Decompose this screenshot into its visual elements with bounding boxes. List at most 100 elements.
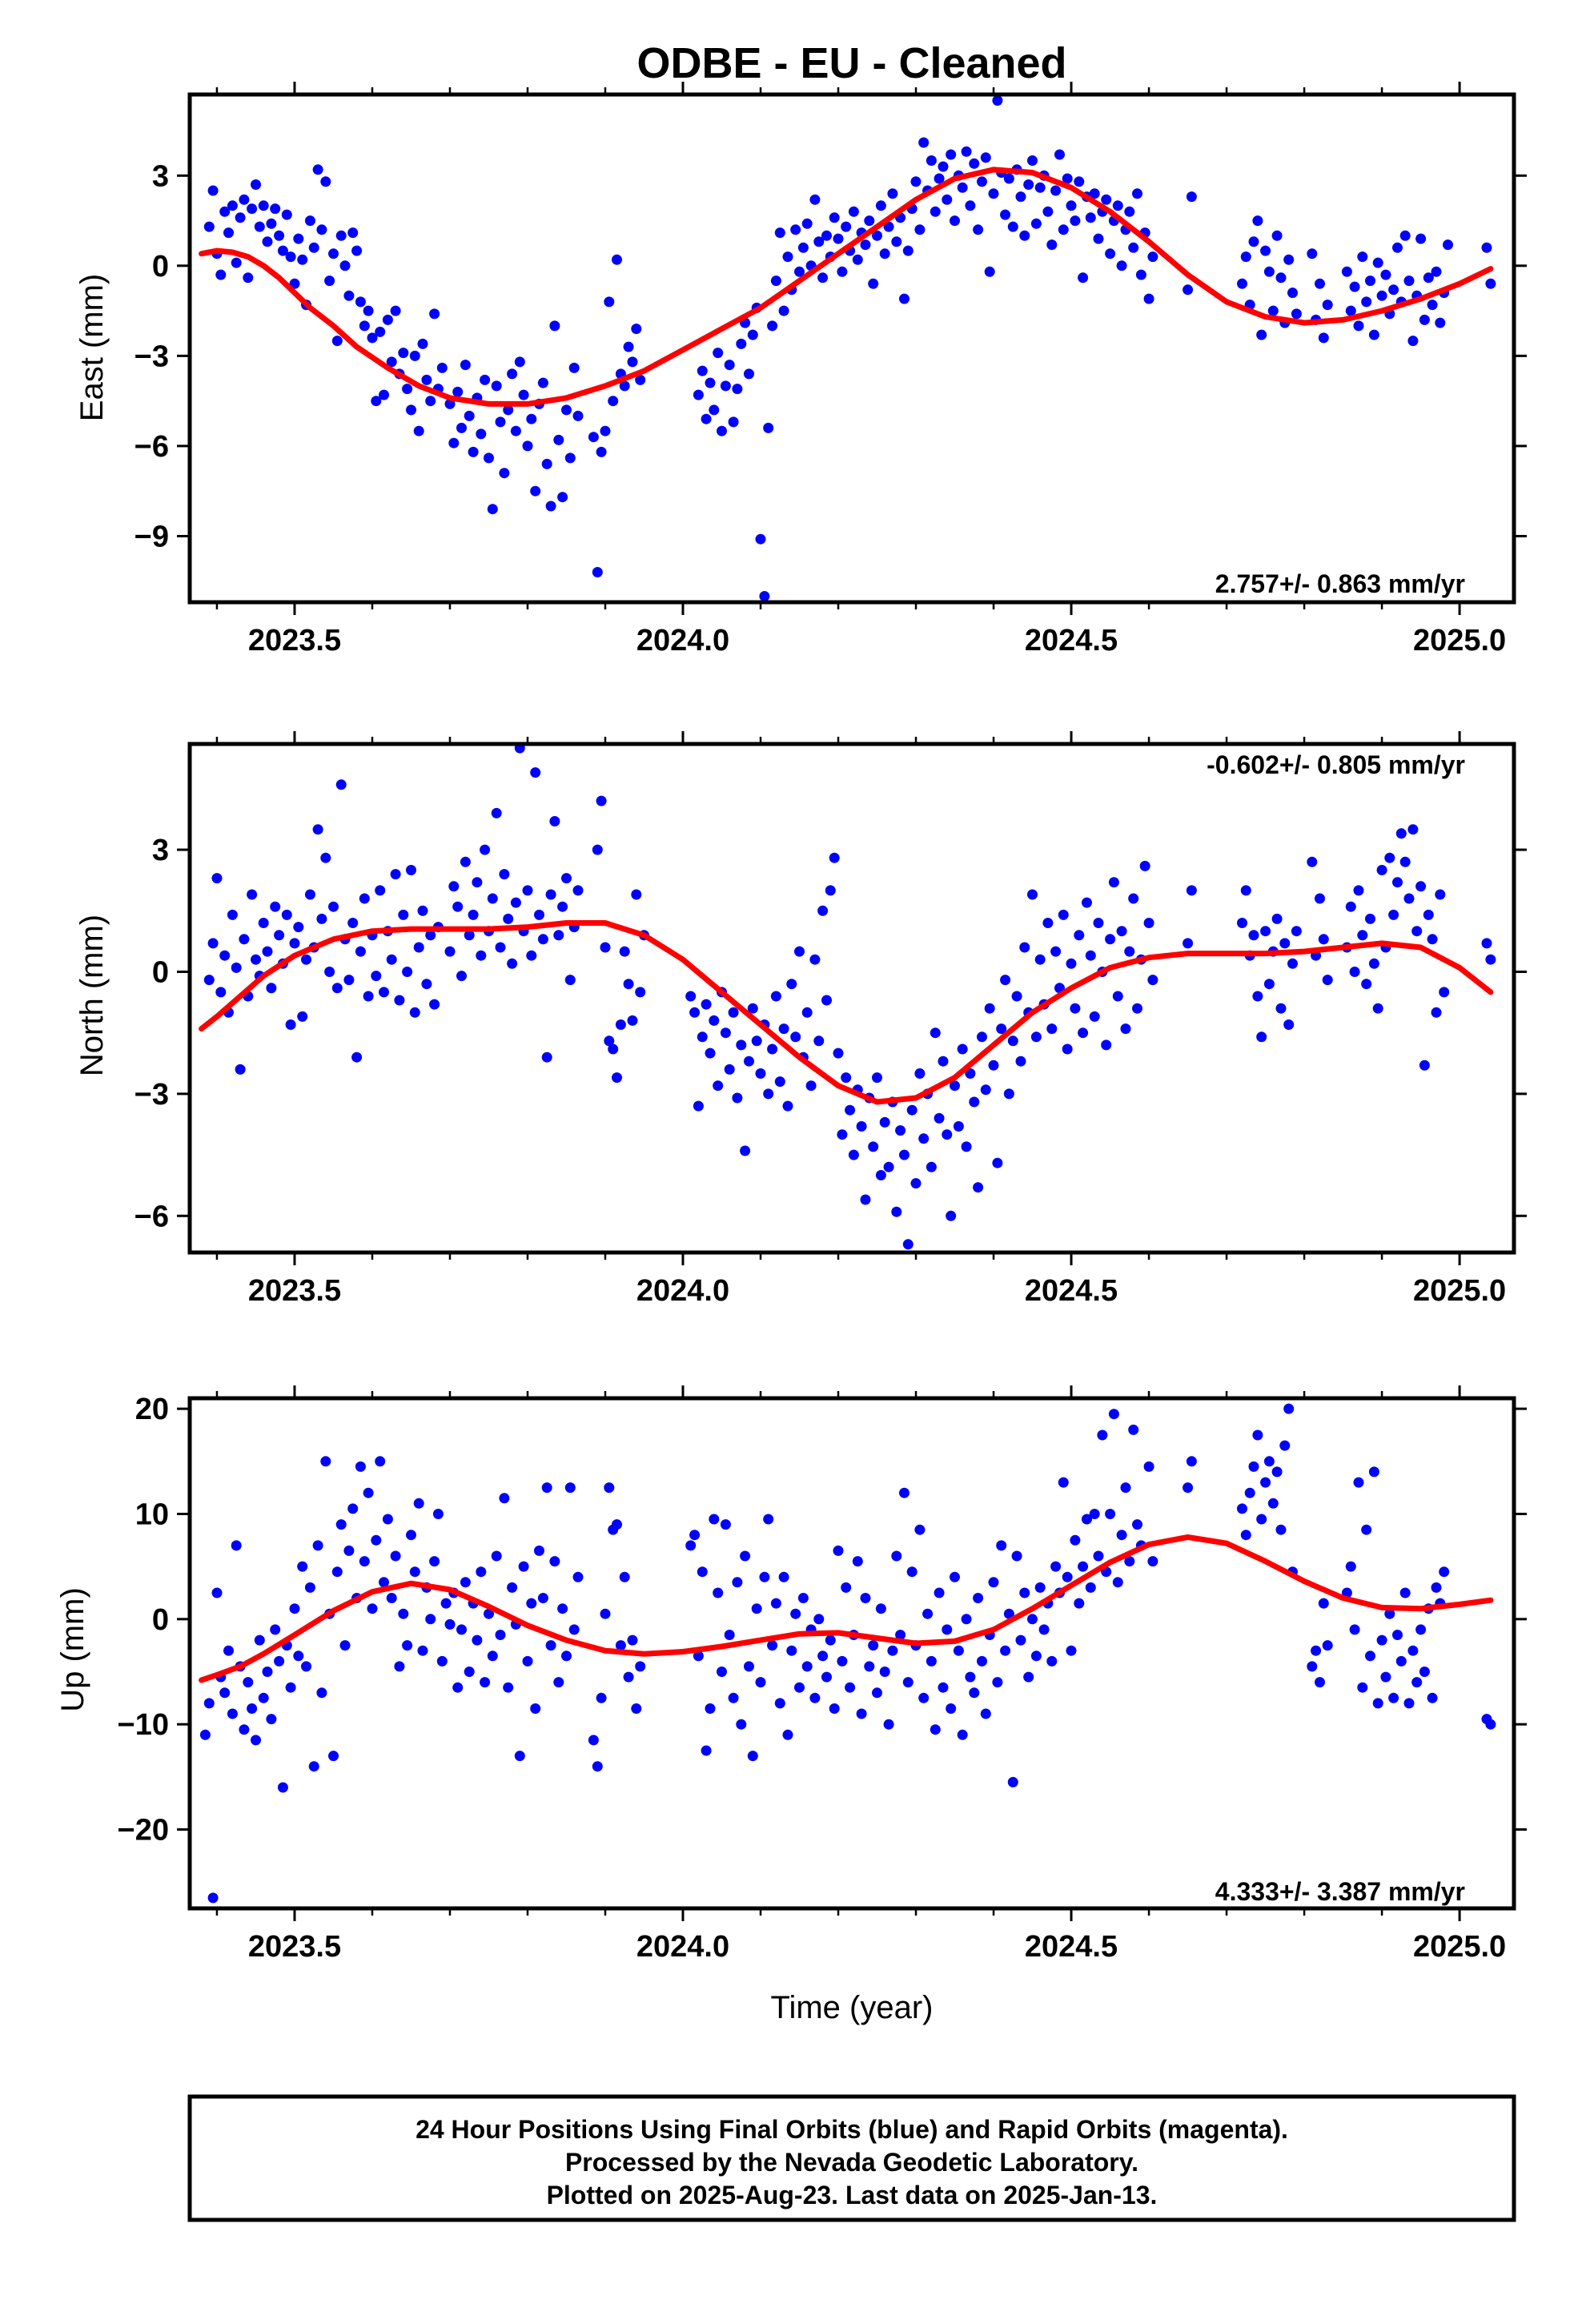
up-data-point <box>568 1624 580 1635</box>
up-panel: Up (mm) 4.333+/- 3.387 mm/yr −20 −10 0 1… <box>55 1385 1527 1964</box>
up-data-point <box>1384 1608 1395 1619</box>
up-data-point <box>491 1550 502 1562</box>
up-ytick-label: −20 <box>118 1814 169 1848</box>
up-data-point <box>1038 1624 1050 1635</box>
up-data-point <box>239 1724 250 1735</box>
north-data-point <box>1318 934 1329 945</box>
up-data-point <box>604 1482 615 1494</box>
up-data-point <box>503 1682 514 1693</box>
north-xtick-label: 2024.0 <box>636 1274 729 1308</box>
north-data-point <box>1105 934 1116 945</box>
east-data-point <box>813 236 825 247</box>
north-data-point <box>1256 1031 1267 1043</box>
up-data-point <box>841 1582 852 1593</box>
east-data-point <box>1124 206 1135 217</box>
up-data-point <box>1380 1671 1391 1683</box>
up-data-point <box>308 1761 319 1772</box>
up-data-point <box>1427 1692 1438 1703</box>
up-data-point <box>872 1687 882 1699</box>
east-data-point <box>860 239 871 251</box>
east-data-point <box>277 245 288 256</box>
east-data-point <box>545 501 556 512</box>
up-data-point <box>1411 1677 1423 1688</box>
up-data-point <box>1415 1624 1427 1635</box>
up-data-point <box>1361 1524 1372 1535</box>
east-data-point <box>782 251 793 263</box>
up-data-point <box>320 1456 331 1467</box>
up-data-point <box>1237 1503 1247 1514</box>
north-data-point <box>872 1072 882 1084</box>
up-data-point <box>530 1703 541 1714</box>
east-data-point <box>339 260 351 271</box>
north-data-point <box>930 1027 941 1039</box>
east-data-point <box>1423 272 1434 283</box>
north-data-point <box>1015 1055 1026 1067</box>
east-data-point <box>693 389 704 400</box>
up-xtick-label: 2023.5 <box>248 1930 341 1964</box>
up-data-point <box>1244 1487 1255 1498</box>
up-data-point <box>1015 1634 1026 1646</box>
east-data-point <box>281 209 292 220</box>
up-data-point <box>879 1667 890 1677</box>
north-data-point <box>564 975 576 986</box>
up-data-point <box>285 1682 296 1693</box>
east-data-point <box>848 206 859 217</box>
up-data-point <box>697 1566 708 1578</box>
east-data-point <box>335 230 347 241</box>
east-xtick-label: 2024.0 <box>636 624 729 657</box>
north-data-point <box>258 918 269 928</box>
up-data-point <box>992 1677 1003 1688</box>
up-data-point <box>1050 1561 1062 1572</box>
east-data-point <box>262 236 273 247</box>
east-data-point <box>258 200 269 211</box>
east-data-point <box>1399 230 1411 241</box>
north-data-point <box>460 856 471 867</box>
east-data-point <box>402 384 413 395</box>
up-data-point <box>1120 1482 1131 1494</box>
north-data-point <box>899 1149 909 1160</box>
north-data-point <box>421 979 432 990</box>
east-data-point <box>794 266 805 277</box>
east-data-point <box>1435 317 1446 328</box>
east-data-point <box>1019 230 1030 241</box>
north-data-point <box>371 971 382 982</box>
up-data-point <box>289 1603 300 1614</box>
east-data-point <box>1345 305 1356 316</box>
north-data-point <box>1240 885 1251 896</box>
up-data-point <box>367 1603 378 1614</box>
up-data-point <box>965 1671 976 1683</box>
north-data-point <box>1050 946 1062 957</box>
north-data-point <box>1283 1019 1295 1030</box>
up-data-point <box>957 1729 968 1740</box>
north-data-point <box>1074 930 1085 941</box>
up-data-point <box>444 1618 456 1630</box>
east-data-point <box>251 179 261 190</box>
north-data-point <box>1372 1003 1383 1014</box>
up-data-point <box>833 1545 844 1556</box>
north-data-point <box>1027 889 1038 900</box>
up-data-point <box>786 1645 797 1656</box>
east-data-point <box>868 278 879 289</box>
north-data-point <box>491 807 502 818</box>
north-data-point <box>480 844 491 855</box>
up-data-point <box>339 1640 351 1651</box>
east-data-point <box>510 425 521 436</box>
east-data-point <box>778 305 789 316</box>
north-data-point <box>895 1125 906 1136</box>
up-data-point <box>1349 1624 1360 1635</box>
up-data-point <box>860 1593 871 1603</box>
up-data-point <box>612 1519 622 1530</box>
east-data-point <box>227 200 238 211</box>
up-data-point <box>371 1534 382 1546</box>
up-data-point <box>1003 1608 1014 1619</box>
north-data-point <box>495 942 506 953</box>
north-data-point <box>942 1129 953 1140</box>
north-data-point <box>1003 1088 1014 1100</box>
up-data-point <box>774 1698 785 1709</box>
up-data-point <box>1271 1466 1283 1478</box>
north-data-point <box>705 1047 716 1059</box>
north-data-point <box>902 1239 913 1250</box>
north-data-point <box>1368 958 1379 969</box>
up-data-point <box>980 1708 991 1719</box>
north-data-point <box>1279 938 1291 949</box>
